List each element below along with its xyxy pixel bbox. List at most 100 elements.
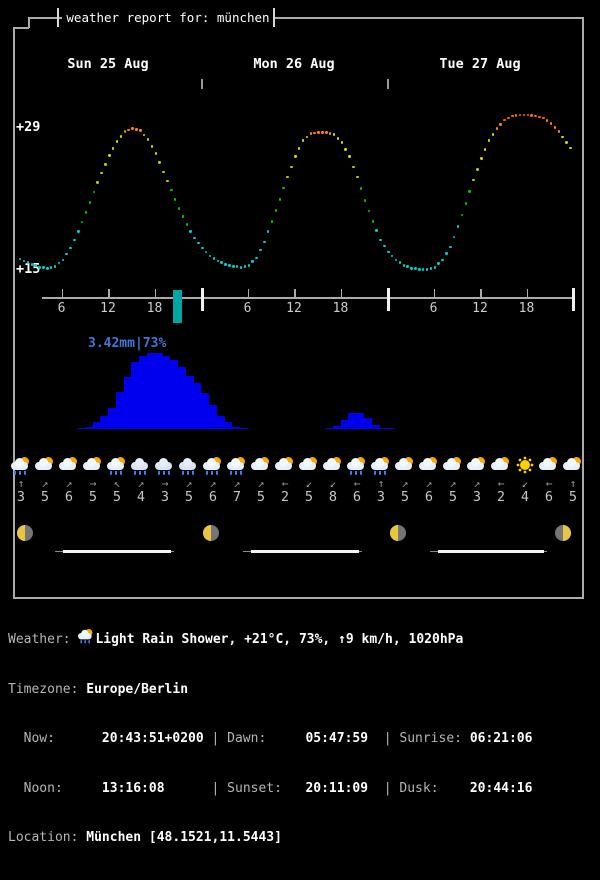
- precip-bar: [363, 418, 372, 429]
- moon-phase-icon: [17, 525, 33, 541]
- weather-icon-sun-cloud: [419, 457, 439, 474]
- rain-drop-icon: [379, 471, 381, 475]
- sun-icon: [284, 457, 293, 466]
- temp-dot: [472, 178, 475, 182]
- weather-icon-sun-rain: [107, 457, 127, 475]
- sun-icon: [380, 457, 389, 466]
- rain-drop-icon: [192, 471, 194, 475]
- wind-speed-value: 3: [376, 489, 386, 505]
- temp-dot: [549, 121, 553, 125]
- panel-border-top: [29, 17, 583, 19]
- hour-tick: [480, 289, 482, 297]
- wind-speed-value: 3: [16, 489, 26, 505]
- timezone-label: Timezone:: [8, 681, 87, 697]
- temp-dot: [332, 133, 336, 136]
- day-divider-tick: [201, 79, 203, 89]
- hour-tick: [294, 289, 296, 297]
- temp-dot: [142, 133, 146, 137]
- weather-icon-sun-rain: [203, 457, 223, 475]
- rain-drop-icon: [235, 471, 237, 475]
- wind-speed-value: 6: [208, 489, 218, 505]
- precip-bar: [224, 422, 233, 429]
- moon-phase-icon: [555, 525, 571, 541]
- temp-dot: [139, 129, 142, 132]
- weather-icon-sun-cloud: [251, 457, 271, 474]
- wind-direction-arrow: ↗: [257, 477, 265, 490]
- cloud-icon: [539, 458, 556, 470]
- hour-tick-label: 18: [518, 301, 535, 316]
- cloud-icon: [467, 458, 484, 470]
- temp-dot: [290, 165, 293, 169]
- wind-speed-value: 5: [184, 489, 194, 505]
- sun-icon: [476, 457, 485, 466]
- panel-title: weather report for: münchen: [62, 8, 274, 27]
- wind-direction-arrow: ↗: [473, 477, 481, 490]
- temp-dot: [228, 263, 231, 267]
- temp-dot: [119, 135, 123, 138]
- sun-icon: [356, 457, 365, 466]
- weather-icon-sun-cloud: [323, 457, 343, 474]
- cloud-icon: [443, 458, 460, 470]
- wind-direction-arrow: ↙: [305, 477, 313, 490]
- hour-tick-label: 6: [429, 301, 438, 316]
- temp-dot: [212, 257, 216, 260]
- temp-dot: [429, 266, 433, 270]
- temp-dot: [387, 250, 390, 254]
- temp-dot: [111, 147, 115, 150]
- rain-drop-icon: [168, 471, 170, 475]
- temp-dot: [189, 229, 192, 233]
- temp-dot: [69, 246, 72, 250]
- temp-dot: [131, 126, 134, 130]
- title-delimiter-left: [57, 8, 59, 27]
- temp-dot: [197, 241, 200, 245]
- temp-dot: [375, 229, 378, 233]
- temp-dot: [104, 163, 107, 166]
- wind-speed-value: 8: [328, 489, 338, 505]
- cloud-icon: [59, 458, 76, 470]
- temp-dot: [367, 209, 371, 213]
- rain-drop-icon: [211, 471, 213, 475]
- temp-dot: [278, 197, 282, 201]
- temp-dot: [317, 131, 320, 134]
- sun-icon: [92, 457, 101, 466]
- temp-dot: [359, 187, 363, 190]
- temp-dot: [421, 267, 425, 271]
- temp-dot: [166, 179, 169, 183]
- wind-direction-arrow: ↗: [449, 477, 457, 490]
- temp-dot: [162, 170, 165, 174]
- temp-dot: [57, 261, 61, 265]
- temp-dot: [414, 267, 417, 271]
- hour-tick-label: 12: [286, 301, 302, 316]
- sun-icon: [20, 457, 29, 466]
- temp-dot: [84, 211, 88, 214]
- temp-dot: [495, 126, 499, 130]
- precip-bar: [146, 353, 155, 429]
- location-value: München [48.1521,11.5443]: [86, 830, 282, 845]
- temp-dot: [305, 135, 309, 139]
- temp-dot: [557, 130, 561, 133]
- cloud-icon: [203, 458, 220, 470]
- temp-dot: [42, 266, 45, 270]
- sun-time-value: 20:43:51+0200: [101, 731, 204, 746]
- temp-dot: [53, 264, 57, 268]
- precip-bar: [348, 413, 357, 429]
- precip-annotation: 3.42mm|73%: [88, 336, 167, 351]
- temp-dot: [77, 230, 80, 234]
- temp-dot: [26, 261, 30, 264]
- temp-dot: [61, 258, 65, 262]
- sun-time-value: 20:11:09: [305, 780, 369, 796]
- sun-times-row-2: Noon: 13:16:08 | Sunset: 20:11:09 | Dusk…: [8, 780, 533, 798]
- temp-dot: [255, 256, 258, 260]
- cloud-icon: [11, 458, 28, 470]
- rain-drop-icon: [110, 471, 112, 475]
- temp-dot: [158, 161, 161, 165]
- temp-dot: [170, 188, 173, 192]
- moon-lit-half: [390, 525, 399, 541]
- wind-direction-arrow: ↗: [185, 477, 193, 490]
- moon-lit-half: [17, 525, 26, 541]
- temp-dot: [363, 199, 367, 202]
- precip-bar: [208, 405, 217, 429]
- temp-dot: [476, 168, 479, 171]
- cloud-icon: [419, 458, 436, 470]
- sun-icon: [404, 457, 413, 466]
